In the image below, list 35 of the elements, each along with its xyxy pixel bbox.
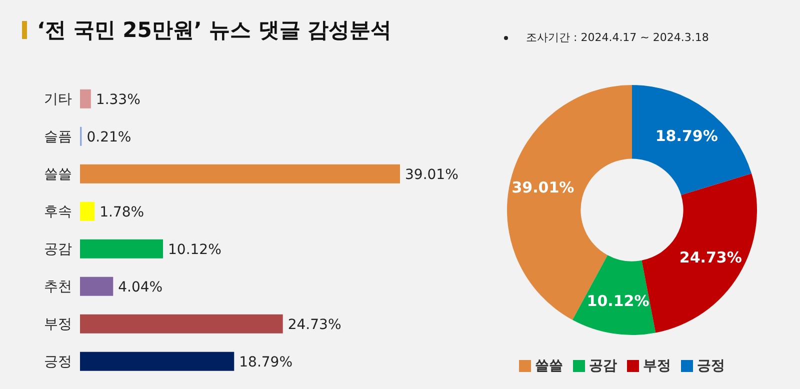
y-tick-label: 슬픔 [44,129,72,146]
y-tick-label: 기타 [44,92,72,108]
bar [80,89,91,108]
legend-label: 부정 [643,358,671,374]
data-label: 39.01% [405,166,458,183]
y-tick-label: 추천 [44,279,72,296]
data-label: 1.78% [100,204,144,220]
text: 조사기간 : 2024.4.17 ~ 2024.3.18 [526,30,709,45]
data-label: 24.73% [288,316,342,333]
bar [80,276,114,296]
y-tick-label: 부정 [44,316,72,333]
donut-slice [632,85,752,196]
bar [80,202,95,221]
data-label: 4.04% [118,279,163,296]
bar [80,164,400,184]
y-tick-label: 긍정 [44,354,72,370]
y-tick-label: 공감 [44,242,72,258]
data-label: 1.33% [96,92,140,108]
bar [80,239,164,258]
y-tick-label: 후속 [44,204,72,220]
bar [80,314,283,334]
bar [80,352,234,371]
legend-label: 공감 [589,358,617,374]
y-tick-label: 쓸쓸 [44,166,72,183]
data-label: 39.01% [512,178,574,196]
chart-title: ‘전 국민 25만원’ 뉴스 댓글 감성분석 [37,17,392,44]
donut-slice [572,255,656,335]
data-label: 10.12% [168,242,222,258]
legend-label: 긍정 [697,358,725,374]
data-label: 0.21% [86,129,132,146]
legend-label: 쓸쓸 [535,358,563,374]
data-label: 18.79% [239,354,293,370]
data-label: 24.73% [679,248,742,266]
data-label: 10.12% [586,292,650,310]
data-label: 18.79% [655,127,718,146]
